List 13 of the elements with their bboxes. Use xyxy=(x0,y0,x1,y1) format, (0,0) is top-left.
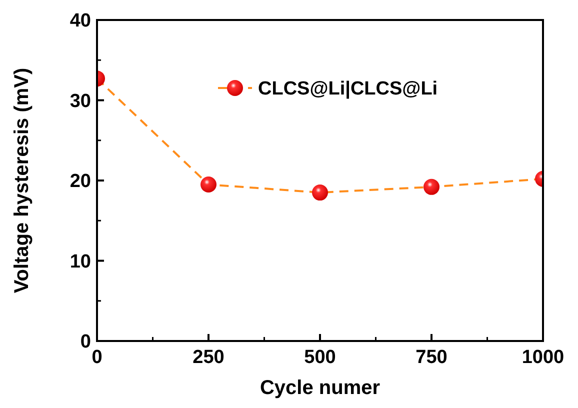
y-tick-label: 40 xyxy=(70,10,91,32)
x-axis-title: Cycle numer xyxy=(260,377,380,399)
y-tick-label: 0 xyxy=(80,332,91,353)
y-tick-label: 10 xyxy=(70,251,91,272)
y-axis-title: Voltage hysteresis (mV) xyxy=(11,68,33,294)
y-tick-label: 20 xyxy=(70,171,91,192)
point xyxy=(312,184,328,201)
x-tick-label: 750 xyxy=(416,347,448,368)
legend-label: CLCS@Li|CLCS@Li xyxy=(258,78,438,100)
x-tick-label: 500 xyxy=(304,347,336,368)
y-tick-label: 30 xyxy=(70,90,91,112)
x-tick-label: 250 xyxy=(192,347,224,368)
x-tick-label: 1000 xyxy=(522,347,564,368)
